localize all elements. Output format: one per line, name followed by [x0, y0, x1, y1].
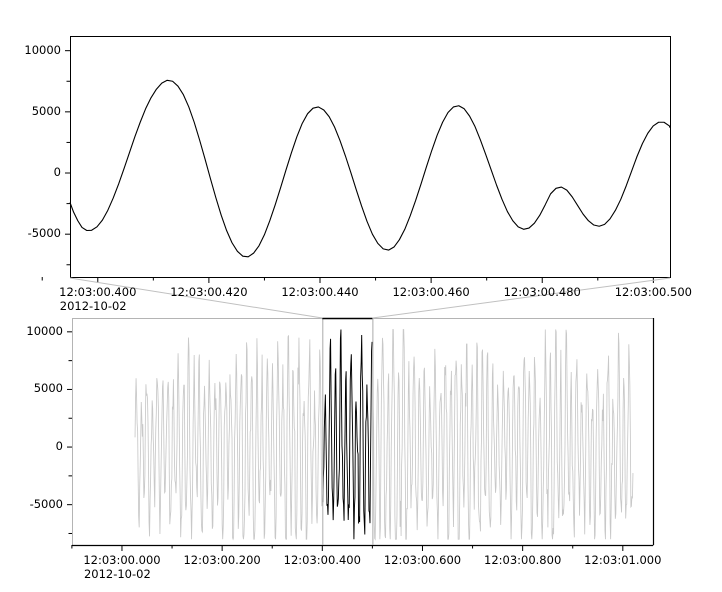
top-xtick-label: 12:03:00.420: [170, 285, 248, 299]
zoom-connector-left: [69, 277, 323, 319]
bottom-ytick-label: 5000: [33, 381, 63, 396]
top-ytick-label: 5000: [31, 103, 61, 118]
bottom-date-label: 2012-10-02: [83, 567, 151, 581]
bottom-xtick-label: 12:03:00.000: [83, 553, 161, 567]
bottom-ytick-label: 10000: [26, 323, 63, 338]
top-panel-frame: [70, 36, 671, 278]
bottom-xtick-label: 12:03:01.000: [584, 553, 662, 567]
top-xtick-label: 12:03:00.440: [281, 285, 359, 299]
top-xtick-label: 12:03:00.480: [503, 285, 581, 299]
top-xtick-label: 12:03:00.460: [392, 285, 470, 299]
top-ytick-label: 0: [53, 165, 61, 179]
top-waveform-trace: [69, 79, 671, 258]
top-date-label: 2012-10-02: [59, 299, 127, 313]
bottom-xtick-label: 12:03:00.400: [283, 553, 361, 567]
bottom-ytick-label: -5000: [29, 496, 63, 511]
top-xtick-label: 12:03:00.500: [614, 285, 692, 299]
top-ytick-label: -5000: [27, 226, 61, 241]
bottom-xtick-label: 12:03:00.800: [484, 553, 562, 567]
zoom-connector-right: [372, 277, 671, 319]
bottom-ytick-label: 0: [55, 439, 63, 454]
bottom-waveform-context-left: [134, 335, 324, 541]
bottom-xtick-label: 12:03:00.200: [183, 553, 261, 567]
bottom-waveform-selected: [322, 329, 373, 540]
bottom-waveform-context-right: [371, 329, 634, 541]
top-ytick-label: 10000: [24, 42, 61, 57]
bottom-xtick-label: 12:03:00.600: [383, 553, 462, 567]
top-xtick-label: 12:03:00.400: [59, 285, 137, 299]
